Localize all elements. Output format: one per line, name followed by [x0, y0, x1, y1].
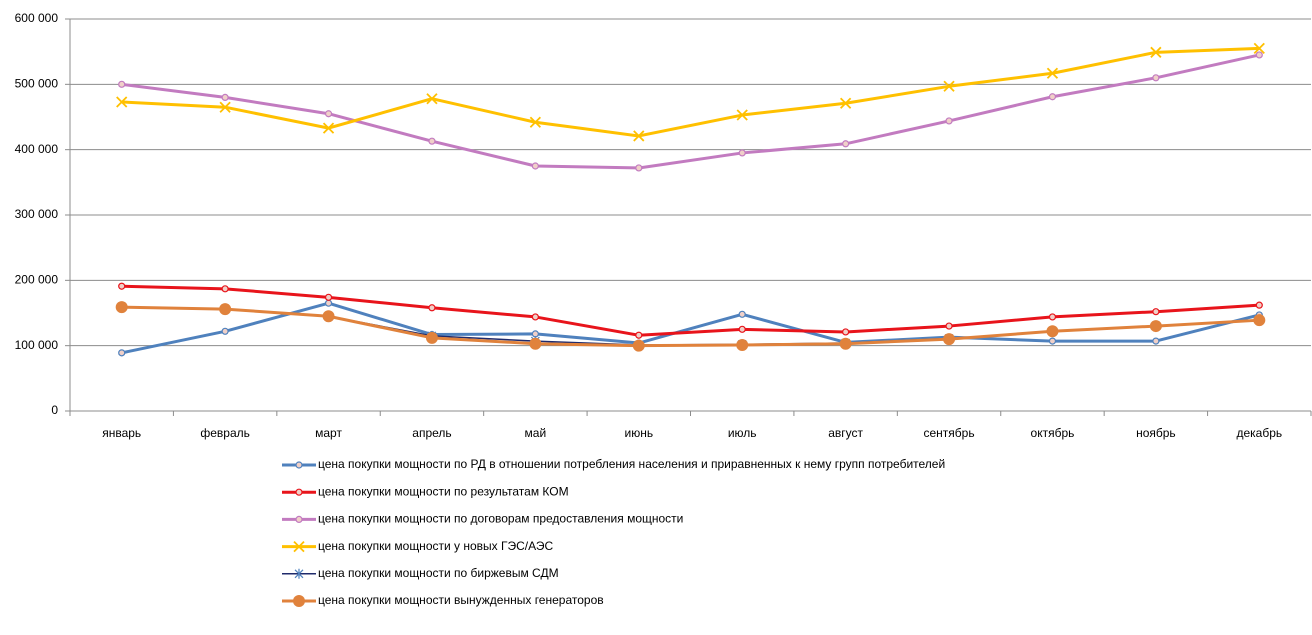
legend-marker	[295, 488, 303, 496]
marker	[1152, 308, 1160, 316]
marker	[1150, 46, 1162, 58]
line	[121, 46, 1260, 138]
marker	[531, 162, 539, 170]
x-tick-label: май	[525, 426, 547, 440]
x-tick-label: февраль	[200, 426, 250, 440]
y-tick-label: 100 000	[15, 338, 59, 352]
marker	[633, 130, 645, 142]
x-tick-label: декабрь	[1236, 426, 1282, 440]
series	[116, 42, 1265, 142]
marker	[738, 325, 746, 333]
series	[118, 282, 1263, 339]
marker	[842, 328, 850, 336]
marker	[529, 116, 542, 128]
marker	[428, 304, 436, 312]
x-tick-label: март	[315, 426, 342, 440]
marker	[529, 337, 542, 350]
marker	[1046, 67, 1059, 79]
marker	[531, 313, 539, 321]
y-tick-label: 200 000	[15, 273, 59, 287]
marker	[1152, 337, 1160, 345]
line	[121, 53, 1260, 170]
marker	[1048, 313, 1057, 321]
marker	[1046, 325, 1059, 338]
x-tick-label: июль	[728, 426, 757, 440]
legend-marker	[293, 540, 305, 553]
marker	[324, 293, 333, 301]
marker	[736, 109, 748, 121]
marker	[635, 331, 643, 339]
marker	[426, 93, 438, 105]
marker	[324, 299, 333, 307]
marker	[1048, 93, 1057, 101]
legend-marker	[295, 515, 303, 524]
marker	[943, 333, 956, 346]
x-tick-label: июнь	[624, 426, 653, 440]
legend-label: цена покупки мощности по биржевым СДМ	[318, 566, 559, 580]
marker	[221, 285, 229, 293]
x-tick-label: ноябрь	[1136, 426, 1176, 440]
legend-label: цена покупки мощности у новых ГЭС/АЭС	[318, 539, 553, 553]
marker	[736, 339, 749, 352]
x-tick-label: сентябрь	[923, 426, 974, 440]
x-tick-label: апрель	[412, 426, 451, 440]
marker	[425, 331, 438, 344]
marker	[221, 93, 229, 102]
y-tick-label: 500 000	[15, 77, 59, 91]
marker	[1253, 314, 1266, 327]
line	[121, 305, 1260, 348]
marker	[842, 140, 850, 148]
marker	[219, 101, 231, 113]
line	[121, 284, 1260, 337]
legend-label: цена покупки мощности по РД в отношении …	[318, 457, 945, 471]
y-tick-label: 0	[51, 403, 58, 417]
marker	[839, 337, 852, 350]
marker	[1253, 42, 1265, 55]
marker	[945, 117, 953, 125]
marker	[635, 164, 643, 172]
marker	[322, 310, 335, 323]
line	[121, 301, 1260, 355]
marker	[1149, 320, 1162, 333]
series	[118, 51, 1263, 172]
legend-label: цена покупки мощности вынужденных генера…	[318, 593, 604, 607]
y-tick-label: 300 000	[15, 207, 59, 221]
y-tick-label: 600 000	[15, 11, 59, 25]
legend-marker	[293, 595, 305, 607]
marker	[839, 97, 852, 109]
marker	[632, 339, 645, 352]
legend-marker	[294, 568, 304, 579]
marker	[116, 96, 128, 108]
legend-label: цена покупки мощности по договорам предо…	[318, 512, 683, 526]
marker	[115, 301, 128, 314]
marker	[1048, 337, 1057, 345]
legend-marker	[295, 461, 303, 469]
x-tick-label: август	[828, 426, 863, 440]
marker	[118, 282, 126, 290]
marker	[219, 303, 232, 316]
marker	[118, 80, 126, 88]
marker	[1255, 301, 1263, 309]
x-tick-label: январь	[102, 426, 141, 440]
y-tick-label: 400 000	[15, 142, 59, 156]
marker	[1152, 74, 1160, 82]
marker	[531, 330, 539, 338]
marker	[428, 137, 436, 145]
marker	[1255, 51, 1263, 59]
x-tick-label: октябрь	[1031, 426, 1075, 440]
marker	[324, 110, 333, 118]
marker	[221, 327, 229, 335]
marker	[322, 122, 335, 134]
marker	[738, 149, 746, 157]
marker	[945, 322, 953, 330]
marker	[738, 310, 746, 318]
marker	[118, 349, 126, 357]
legend-label: цена покупки мощности по результатам КОМ	[318, 484, 569, 498]
marker	[943, 80, 955, 92]
series	[115, 301, 1266, 352]
